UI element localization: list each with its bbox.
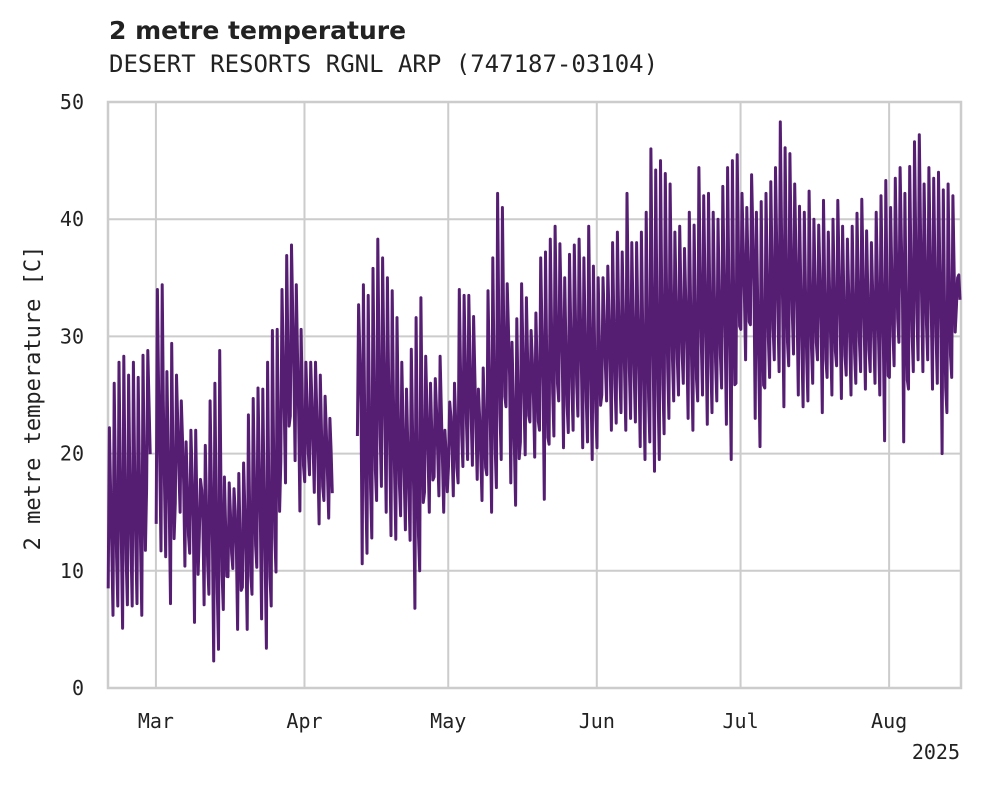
y-tick-label: 20 — [60, 442, 84, 466]
plot-frame — [106, 100, 963, 690]
y-tick-labels: 0 10 20 30 40 50 — [60, 90, 84, 700]
x-tick-label: Apr — [286, 709, 322, 733]
x-tick-label: Jun — [579, 709, 615, 733]
chart-subtitle: DESERT RESORTS RGNL ARP (747187-03104) — [109, 50, 659, 78]
x-tick-labels: Mar Apr May Jun Jul Aug — [138, 709, 907, 733]
series-layer — [106, 120, 962, 663]
temperature-series-line — [106, 120, 962, 663]
y-tick-label: 40 — [60, 207, 84, 231]
x-tick-label: Mar — [138, 709, 174, 733]
chart-title: 2 metre temperature — [109, 16, 407, 45]
x-tick-label: Jul — [722, 709, 758, 733]
y-tick-label: 50 — [60, 90, 84, 114]
y-tick-label: 0 — [72, 676, 84, 700]
y-tick-label: 30 — [60, 324, 84, 348]
y-axis-label: 2 metre temperature [C] — [21, 246, 46, 551]
year-label: 2025 — [912, 740, 960, 764]
x-tick-label: Aug — [871, 709, 907, 733]
y-tick-label: 10 — [60, 559, 84, 583]
x-tick-label: May — [430, 709, 466, 733]
